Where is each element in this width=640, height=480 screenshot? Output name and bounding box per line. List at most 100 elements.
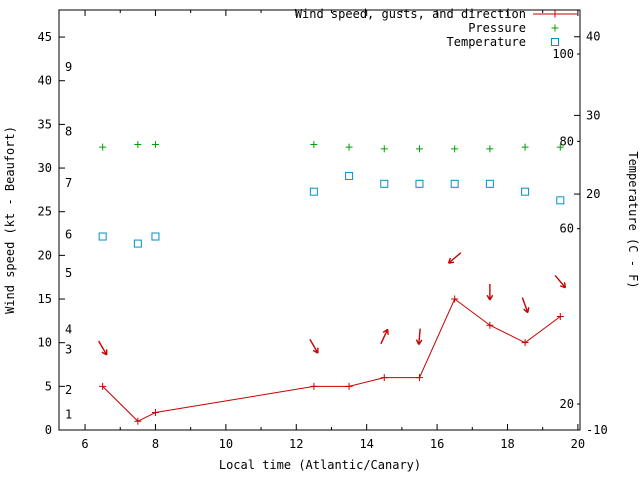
temperature-point (556, 196, 565, 205)
wind-arrow-shaft (448, 252, 462, 264)
pressure-point (380, 145, 388, 153)
beaufort-label: 8 (65, 124, 72, 138)
axis-titles: Local time (Atlantic/Canary) Wind speed … (3, 126, 640, 472)
x-tick-label: 8 (152, 437, 159, 451)
wind-speed-point (151, 409, 159, 417)
wind-speed-point (521, 339, 529, 347)
legend-wind-sample-marker (551, 10, 559, 18)
wind-arrow-shaft (418, 328, 421, 345)
legend-temperature-sample-marker (551, 38, 559, 46)
wind-arrow-shaft (309, 338, 319, 354)
wind-arrow-head (418, 339, 423, 345)
temperature-point (380, 179, 389, 188)
wind-arrow-shaft (521, 297, 529, 313)
beaufort-label: 9 (65, 60, 72, 74)
legend-pressure-label: Pressure (468, 21, 526, 35)
beaufort-label: 3 (65, 343, 72, 357)
legend: Wind speed, gusts, and direction Pressur… (295, 7, 577, 49)
wind-arrow-head (448, 261, 455, 264)
pressure-point (451, 145, 459, 153)
y-left-tick-label: 30 (38, 161, 52, 175)
y-left-tick-label: 35 (38, 117, 52, 131)
beaufort-label: 2 (65, 383, 72, 397)
temperature-point (485, 179, 494, 188)
y-left-tick-label: 45 (38, 30, 52, 44)
beaufort-label: 5 (65, 266, 72, 280)
y-right-axis-title: Temperature (C - F) (626, 151, 640, 288)
wind-speed-point (99, 382, 107, 390)
wind-speed-point (380, 374, 388, 382)
axes-layer: 6 8 10 12 14 16 18 2005101520253035404512345678… (38, 9, 608, 451)
y-left-tick-label: 40 (38, 74, 52, 88)
pressure-point (345, 143, 353, 151)
beaufort-label: 1 (65, 407, 72, 421)
wind-speed-point (451, 295, 459, 303)
wind-arrow-head (447, 257, 452, 264)
x-tick-label: 10 (219, 437, 233, 451)
legend-wind-label: Wind speed, gusts, and direction (295, 7, 526, 21)
wind-arrow-head (486, 294, 491, 301)
fahrenheit-label: 100 (552, 47, 574, 61)
pressure-point (556, 143, 564, 151)
temperature-point (521, 187, 530, 196)
x-tick-label: 6 (81, 437, 88, 451)
pressure-point (151, 140, 159, 148)
wind-arrow-head (527, 307, 530, 313)
wind-arrow-head (101, 351, 108, 356)
x-tick-label: 12 (289, 437, 303, 451)
y-left-tick-label: 15 (38, 292, 52, 306)
y-right-tick-label: 20 (586, 187, 600, 201)
y-left-tick-label: 5 (45, 379, 52, 393)
x-tick-label: 14 (359, 437, 373, 451)
wind-arrow-head (382, 328, 389, 334)
series-layer (98, 140, 567, 425)
wind-direction-arrow (309, 338, 319, 354)
wind-arrow-head (415, 339, 420, 345)
beaufort-label: 7 (65, 176, 72, 190)
wind-direction-arrow (415, 328, 423, 345)
wind-direction-arrow (447, 252, 462, 264)
legend-markers (533, 10, 577, 46)
temperature-point (450, 179, 459, 188)
temperature-point (415, 179, 424, 188)
fahrenheit-label: 20 (560, 397, 574, 411)
wind-speed-point (345, 382, 353, 390)
fahrenheit-label: 80 (560, 134, 574, 148)
wind-direction-arrow (380, 328, 389, 345)
temperature-point (345, 171, 354, 180)
wind-arrow-shaft (98, 340, 108, 356)
wind-speed-point (415, 374, 423, 382)
temperature-point (309, 187, 318, 196)
pressure-point (521, 143, 529, 151)
temperature-point (98, 232, 107, 241)
y-left-tick-label: 25 (38, 205, 52, 219)
x-tick-label: 16 (430, 437, 444, 451)
wind-arrow-shaft (554, 274, 566, 289)
temperature-point (133, 239, 142, 248)
wind-arrow-head (523, 308, 529, 314)
x-axis-title: Local time (Atlantic/Canary) (219, 458, 421, 472)
beaufort-label: 6 (65, 227, 72, 241)
temperature-point (151, 232, 160, 241)
pressure-point (415, 145, 423, 153)
legend-temperature-label: Temperature (447, 35, 526, 49)
x-tick-label: 18 (500, 437, 514, 451)
y-right-tick-label: -10 (586, 423, 608, 437)
y-right-tick-label: 30 (586, 108, 600, 122)
y-left-axis-title: Wind speed (kt - Beaufort) (3, 126, 17, 314)
wind-direction-arrow (98, 340, 108, 356)
wind-speed-point (310, 382, 318, 390)
wind-speed-point (556, 312, 564, 320)
plot-border (58, 9, 581, 431)
beaufort-label: 4 (65, 323, 72, 337)
fahrenheit-label: 60 (560, 222, 574, 236)
x-tick-label: 20 (571, 437, 585, 451)
wind-speed-point (134, 417, 142, 425)
y-left-tick-label: 10 (38, 336, 52, 350)
y-left-tick-label: 20 (38, 248, 52, 262)
pressure-point (486, 145, 494, 153)
wind-direction-arrow (486, 284, 494, 301)
pressure-point (134, 140, 142, 148)
